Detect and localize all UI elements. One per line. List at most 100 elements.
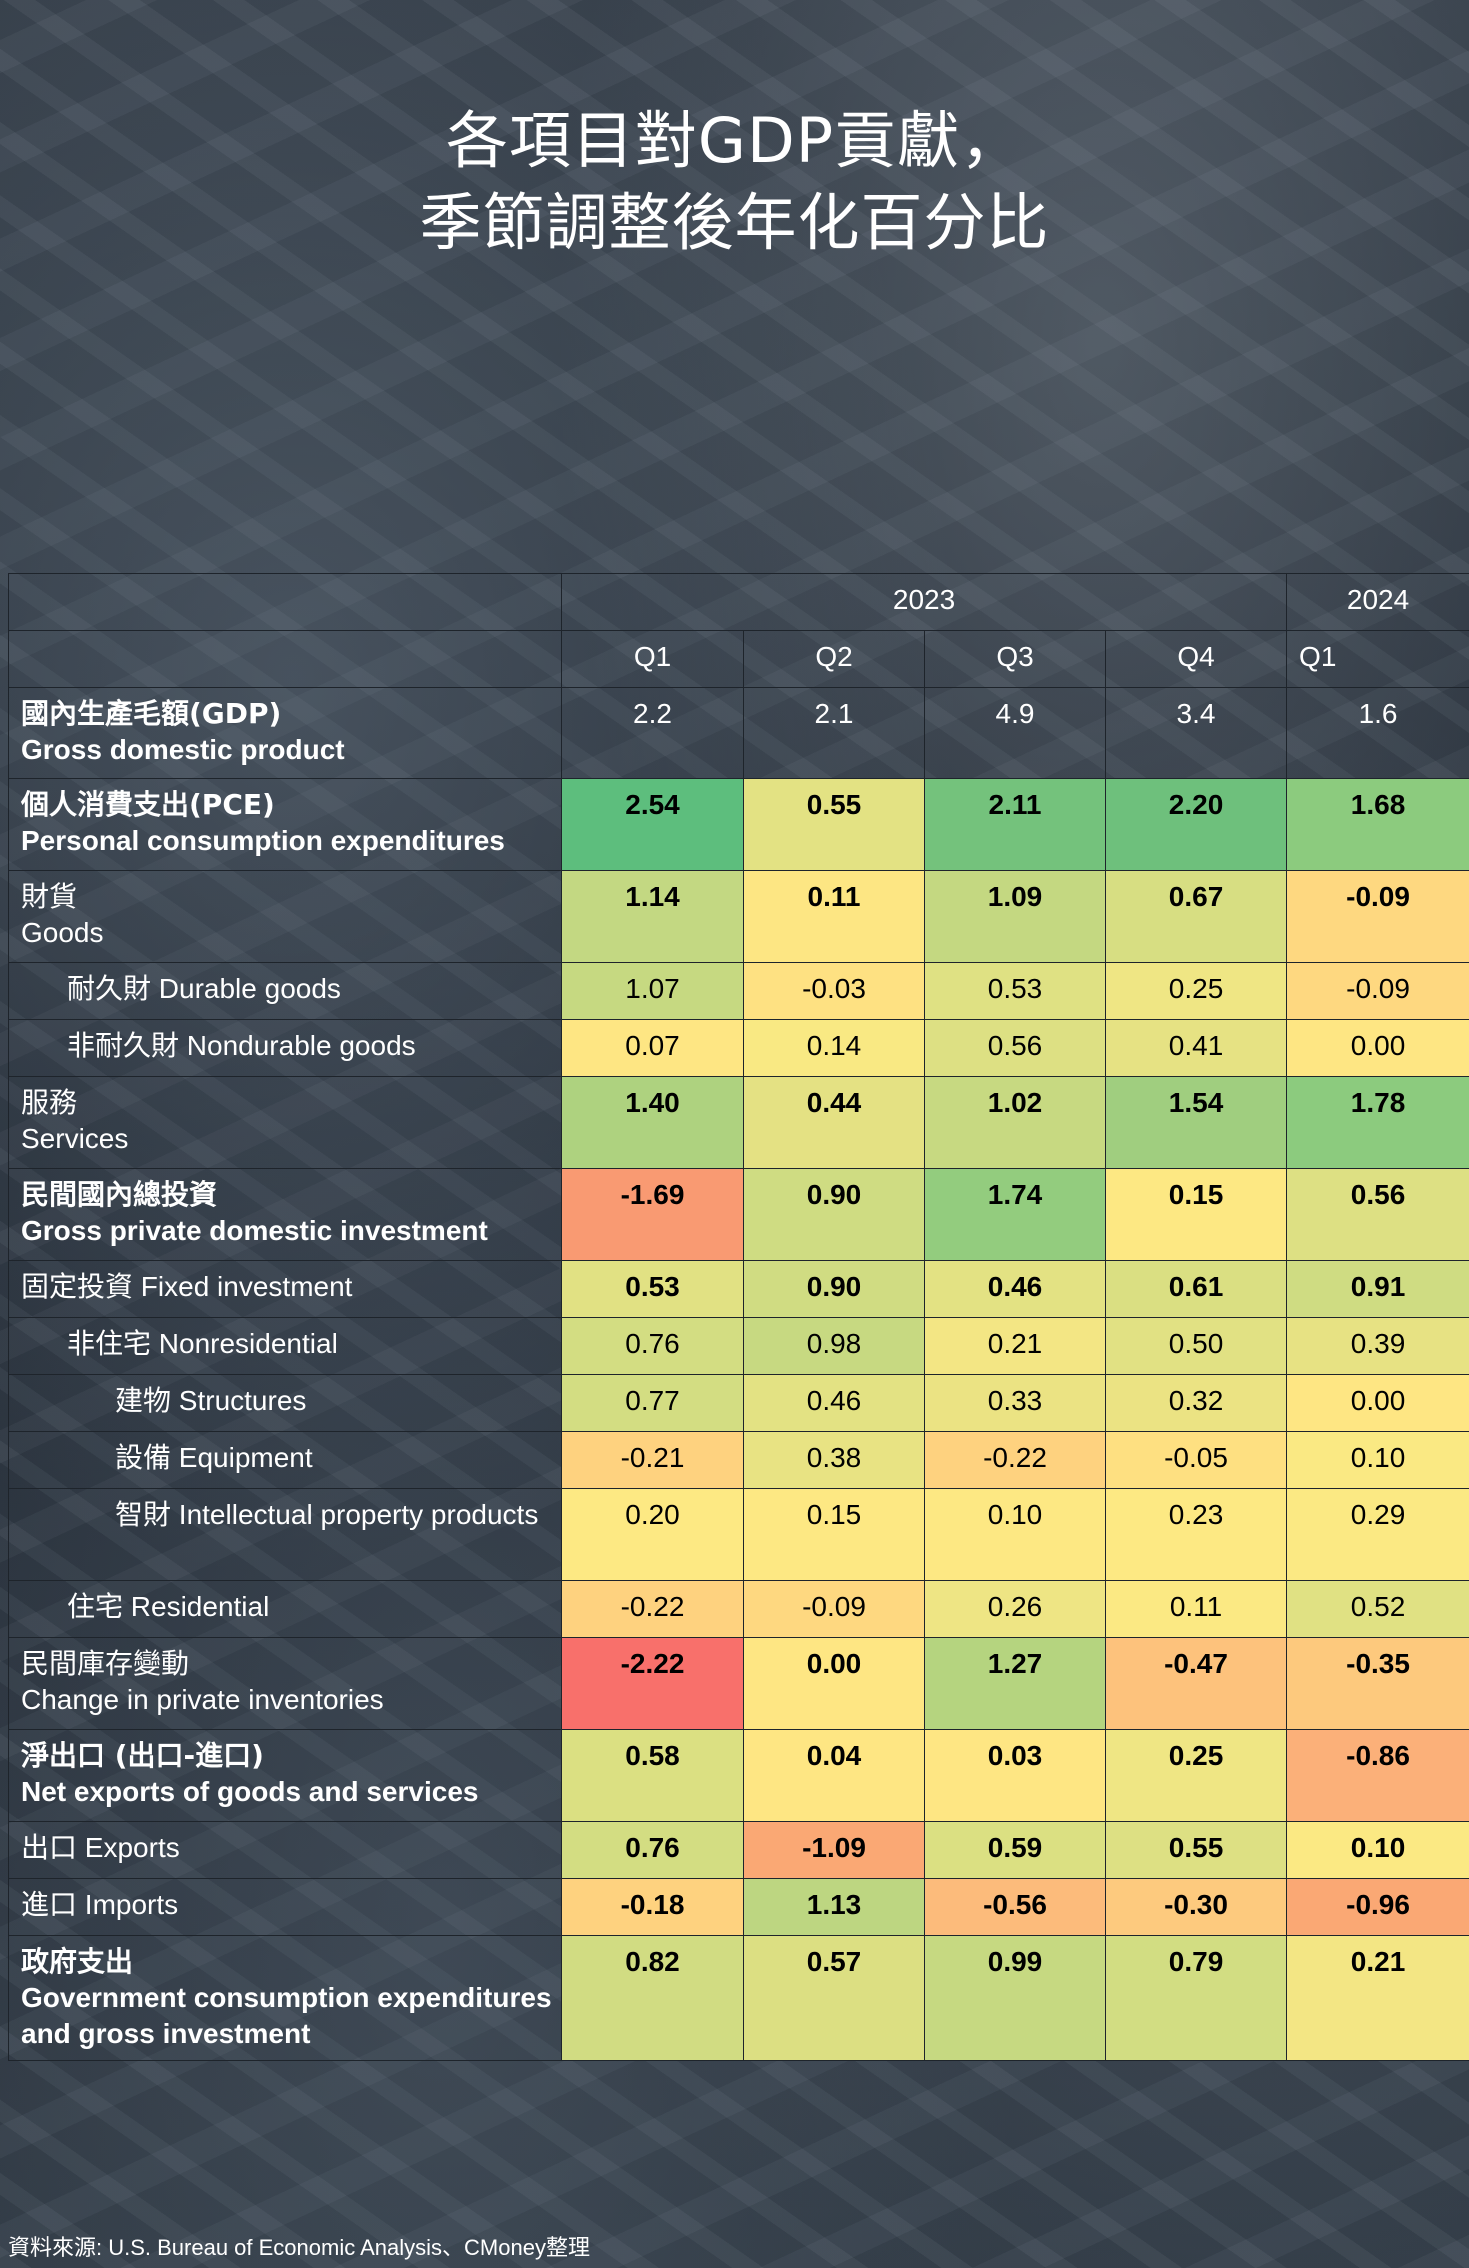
value-cell: 1.14 (561, 870, 744, 963)
value-cell: 0.52 (1286, 1580, 1469, 1638)
header-blank (8, 630, 562, 688)
table-row: 設備 Equipment -0.21 0.38 -0.22 -0.05 0.10 (8, 1431, 1469, 1489)
row-label-en: Structures (178, 1385, 307, 1416)
row-label-en: Equipment (178, 1442, 313, 1473)
row-label-zh: 服務 (21, 1086, 78, 1119)
value-cell: 0.00 (1286, 1019, 1469, 1077)
value-cell: 0.55 (1104, 1821, 1288, 1879)
table-row: 個人消費支出(PCE) Personal consumption expendit… (8, 778, 1469, 871)
value-cell: 3.4 (1104, 687, 1288, 779)
value-cell: 0.46 (924, 1260, 1106, 1318)
table-row: 進口 Imports -0.18 1.13 -0.56 -0.30 -0.96 (8, 1878, 1469, 1936)
row-label-en: Fixed investment (140, 1271, 353, 1302)
value-cell: 0.00 (1286, 1374, 1469, 1432)
value-cell: 1.78 (1286, 1076, 1469, 1169)
row-label-zh: 非住宅 (67, 1327, 152, 1360)
row-label-en: Nondurable goods (186, 1030, 416, 1061)
value-cell: -0.56 (924, 1878, 1106, 1936)
row-label: 固定投資 Fixed investment (8, 1260, 562, 1318)
row-label-en: Exports (84, 1832, 180, 1863)
value-cell: -0.22 (924, 1431, 1106, 1489)
value-cell: 0.00 (743, 1637, 925, 1730)
row-label-zh: 固定投資 (21, 1270, 134, 1303)
value-cell: 0.15 (1104, 1168, 1288, 1261)
value-cell: 0.58 (561, 1729, 744, 1822)
table-row: 淨出口 (出口-進口) Net exports of goods and serv… (8, 1729, 1469, 1822)
row-label: 建物 Structures (8, 1374, 562, 1432)
value-cell: 1.68 (1286, 778, 1469, 871)
row-label: 民間國內總投資 Gross private domestic investment (8, 1168, 562, 1261)
value-cell: -0.05 (1104, 1431, 1288, 1489)
row-label: 耐久財 Durable goods (8, 962, 562, 1020)
value-cell: -1.69 (561, 1168, 744, 1261)
row-label: 政府支出 Government consumption expenditures … (8, 1935, 562, 2061)
value-cell: 0.98 (743, 1317, 925, 1375)
page-title: 各項目對GDP貢獻， 季節調整後年化百分比 (0, 100, 1469, 264)
value-cell: 2.20 (1104, 778, 1288, 871)
row-label-zh: 智財 (115, 1498, 172, 1531)
value-cell: 0.59 (924, 1821, 1106, 1879)
row-label-zh: 民間庫存變動 (21, 1647, 190, 1680)
value-cell: 0.56 (1286, 1168, 1469, 1261)
value-cell: -0.30 (1104, 1878, 1288, 1936)
row-label-en: Services (21, 1123, 129, 1154)
value-cell: 0.25 (1104, 962, 1288, 1020)
row-label-zh: 非耐久財 (67, 1029, 180, 1062)
value-cell: 2.2 (561, 687, 744, 779)
row-label: 智財 Intellectual property products (8, 1488, 562, 1581)
row-label: 個人消費支出(PCE) Personal consumption expendit… (8, 778, 562, 871)
quarter-header: Q2 (743, 630, 925, 688)
value-cell: 0.29 (1286, 1488, 1469, 1581)
value-cell: 0.56 (924, 1019, 1106, 1077)
value-cell: -0.18 (561, 1878, 744, 1936)
row-label: 非住宅 Nonresidential (8, 1317, 562, 1375)
value-cell: 0.04 (743, 1729, 925, 1822)
year-header-row: 2023 2024 (8, 573, 1469, 631)
value-cell: 0.23 (1104, 1488, 1288, 1581)
row-label-en: Gross domestic product (21, 734, 345, 765)
value-cell: 0.67 (1104, 870, 1288, 963)
value-cell: -0.47 (1104, 1637, 1288, 1730)
value-cell: 1.54 (1104, 1076, 1288, 1169)
row-label: 出口 Exports (8, 1821, 562, 1879)
value-cell: 0.07 (561, 1019, 744, 1077)
quarter-header-row: Q1 Q2 Q3 Q4 Q1 (8, 630, 1469, 688)
value-cell: 0.33 (924, 1374, 1106, 1432)
value-cell: 1.02 (924, 1076, 1106, 1169)
value-cell: 0.20 (561, 1488, 744, 1581)
row-label-zh: 出口 (21, 1831, 78, 1864)
value-cell: -0.22 (561, 1580, 744, 1638)
gdp-contribution-table: 2023 2024 Q1 Q2 Q3 Q4 Q1 國內生產毛額(GDP) Gros… (8, 573, 1469, 2061)
value-cell: -2.22 (561, 1637, 744, 1730)
value-cell: 0.99 (924, 1935, 1106, 2061)
value-cell: 0.76 (561, 1821, 744, 1879)
row-label: 住宅 Residential (8, 1580, 562, 1638)
row-label-en: Personal consumption expenditures (21, 825, 505, 856)
table-row: 服務 Services 1.40 0.44 1.02 1.54 1.78 (8, 1076, 1469, 1169)
table-row: 政府支出 Government consumption expenditures … (8, 1935, 1469, 2061)
row-label: 淨出口 (出口-進口) Net exports of goods and serv… (8, 1729, 562, 1822)
value-cell: 0.57 (743, 1935, 925, 2061)
row-label: 非耐久財 Nondurable goods (8, 1019, 562, 1077)
value-cell: 0.14 (743, 1019, 925, 1077)
value-cell: -0.03 (743, 962, 925, 1020)
row-label: 服務 Services (8, 1076, 562, 1169)
value-cell: 0.79 (1104, 1935, 1288, 2061)
value-cell: 1.74 (924, 1168, 1106, 1261)
row-label-en: Goods (21, 917, 104, 948)
value-cell: 0.90 (743, 1168, 925, 1261)
value-cell: 0.76 (561, 1317, 744, 1375)
year-2023-header: 2023 (560, 573, 1288, 631)
quarter-header: Q1 (1286, 630, 1469, 688)
value-cell: 0.46 (743, 1374, 925, 1432)
value-cell: 1.40 (561, 1076, 744, 1169)
row-label-zh: 個人消費支出(PCE) (21, 788, 275, 821)
row-label-en: Imports (84, 1889, 179, 1920)
value-cell: 0.11 (1104, 1580, 1288, 1638)
source-note: 資料來源: U.S. Bureau of Economic Analysis、C… (8, 2235, 590, 2260)
value-cell: 2.54 (561, 778, 744, 871)
header-blank (8, 573, 562, 631)
value-cell: 1.13 (743, 1878, 925, 1936)
row-label-zh: 住宅 (67, 1590, 124, 1623)
value-cell: 0.32 (1104, 1374, 1288, 1432)
